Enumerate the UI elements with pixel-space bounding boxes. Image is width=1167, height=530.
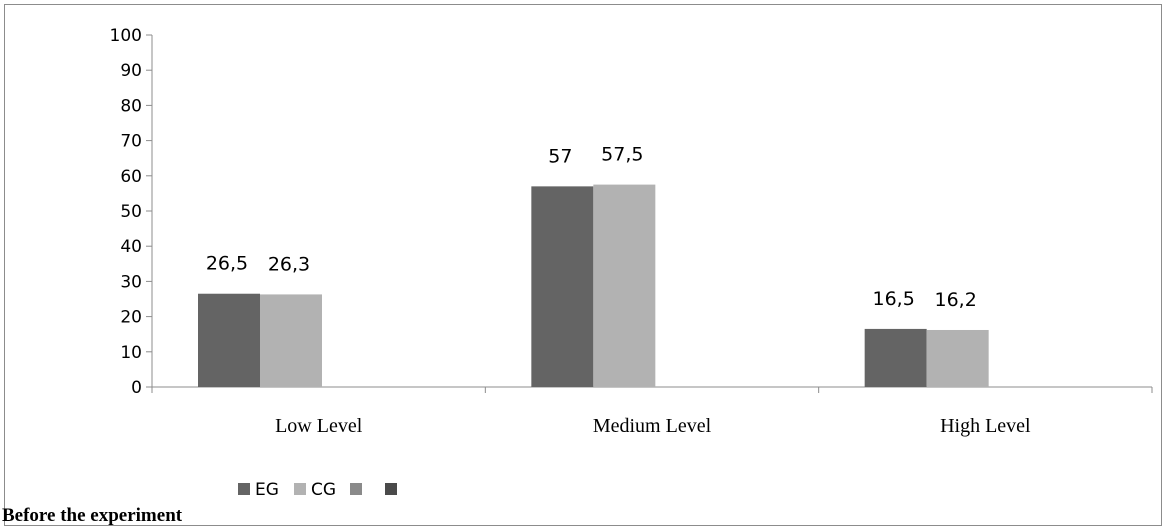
y-tick-label: 90 — [120, 61, 142, 81]
y-tick-label: 20 — [120, 308, 142, 328]
category-label: Low Level — [275, 415, 363, 437]
category-label: Medium Level — [593, 415, 712, 437]
category-label: High Level — [940, 415, 1031, 437]
legend-label: EG — [255, 480, 279, 500]
y-tick-label: 80 — [120, 96, 142, 116]
bar-cg — [260, 294, 322, 387]
y-tick-label: 100 — [110, 26, 142, 46]
legend-label: CG — [311, 480, 336, 500]
legend-swatch-eg — [238, 483, 250, 495]
bar-eg — [531, 186, 594, 387]
y-tick-label: 40 — [120, 237, 142, 257]
chart-caption: Before the experiment — [2, 505, 183, 526]
data-label: 57,5 — [601, 144, 643, 166]
data-label: 16,2 — [935, 289, 977, 311]
y-tick-label: 70 — [120, 132, 142, 152]
legend-swatch-extra — [350, 483, 362, 495]
bar-cg — [593, 184, 656, 387]
data-label: 26,3 — [268, 253, 310, 275]
y-tick-label: 30 — [120, 272, 142, 292]
y-tick-label: 0 — [131, 378, 142, 398]
y-tick-label: 10 — [120, 343, 142, 363]
bar-cg — [926, 329, 989, 387]
legend-swatch-extra — [385, 483, 397, 495]
bar-eg — [864, 328, 927, 387]
bar-eg — [198, 293, 260, 387]
y-tick-label: 60 — [120, 167, 142, 187]
data-label: 26,5 — [206, 253, 248, 275]
data-label: 16,5 — [873, 288, 915, 310]
data-label: 57 — [548, 145, 572, 167]
legend-swatch-cg — [294, 483, 306, 495]
y-tick-label: 50 — [120, 202, 142, 222]
